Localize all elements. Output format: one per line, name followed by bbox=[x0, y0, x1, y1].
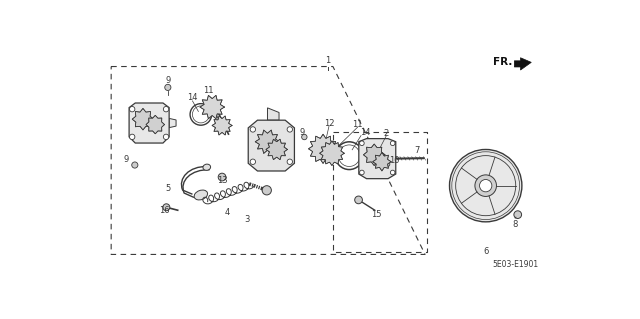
Text: 8: 8 bbox=[513, 220, 518, 229]
Polygon shape bbox=[268, 108, 279, 120]
Text: 5: 5 bbox=[165, 184, 170, 193]
Text: 14: 14 bbox=[360, 128, 370, 137]
Text: 15: 15 bbox=[371, 210, 381, 219]
Text: 14: 14 bbox=[188, 93, 198, 102]
Circle shape bbox=[514, 211, 522, 219]
Polygon shape bbox=[200, 95, 225, 119]
Polygon shape bbox=[372, 152, 391, 171]
Polygon shape bbox=[319, 141, 344, 166]
Ellipse shape bbox=[194, 190, 207, 200]
Text: 7: 7 bbox=[414, 145, 419, 154]
Circle shape bbox=[163, 107, 169, 112]
Circle shape bbox=[250, 159, 255, 165]
Polygon shape bbox=[255, 130, 280, 153]
Text: 11: 11 bbox=[204, 86, 214, 95]
Circle shape bbox=[360, 170, 364, 175]
Text: 9: 9 bbox=[124, 155, 129, 164]
Circle shape bbox=[262, 186, 271, 195]
Circle shape bbox=[287, 159, 292, 165]
Polygon shape bbox=[146, 115, 164, 134]
Circle shape bbox=[129, 134, 135, 140]
Text: 3: 3 bbox=[244, 215, 250, 224]
Text: 6: 6 bbox=[483, 248, 488, 256]
Text: 2: 2 bbox=[383, 129, 388, 138]
Circle shape bbox=[328, 149, 336, 157]
Polygon shape bbox=[364, 144, 385, 166]
Circle shape bbox=[390, 170, 395, 175]
Circle shape bbox=[319, 144, 328, 153]
Polygon shape bbox=[359, 139, 396, 179]
Circle shape bbox=[390, 141, 395, 145]
Text: 16: 16 bbox=[159, 206, 170, 215]
Circle shape bbox=[479, 180, 492, 192]
Polygon shape bbox=[308, 134, 338, 163]
Text: 12: 12 bbox=[324, 119, 334, 128]
Ellipse shape bbox=[203, 164, 211, 170]
Polygon shape bbox=[169, 118, 176, 128]
Polygon shape bbox=[266, 139, 287, 160]
Circle shape bbox=[132, 162, 138, 168]
Polygon shape bbox=[515, 58, 531, 70]
Text: 4: 4 bbox=[225, 208, 230, 217]
Circle shape bbox=[355, 196, 362, 204]
Text: 5E03-E1901: 5E03-E1901 bbox=[492, 260, 538, 269]
Circle shape bbox=[218, 173, 226, 181]
Circle shape bbox=[385, 161, 390, 167]
Text: 1: 1 bbox=[325, 56, 331, 65]
Circle shape bbox=[360, 141, 364, 145]
Circle shape bbox=[287, 127, 292, 132]
Circle shape bbox=[129, 107, 135, 112]
Circle shape bbox=[163, 204, 170, 211]
Circle shape bbox=[449, 150, 522, 222]
Polygon shape bbox=[132, 108, 154, 130]
Polygon shape bbox=[248, 120, 294, 171]
Text: 9: 9 bbox=[300, 128, 305, 137]
Text: FR.: FR. bbox=[493, 57, 513, 67]
Circle shape bbox=[163, 134, 169, 140]
Text: 13: 13 bbox=[217, 176, 227, 185]
Text: 9: 9 bbox=[165, 76, 170, 85]
Circle shape bbox=[475, 175, 497, 197]
Circle shape bbox=[301, 134, 307, 140]
Circle shape bbox=[164, 84, 171, 91]
Text: 11: 11 bbox=[352, 120, 363, 129]
Circle shape bbox=[250, 127, 255, 132]
Polygon shape bbox=[129, 103, 169, 143]
Text: 10: 10 bbox=[389, 156, 400, 165]
Polygon shape bbox=[212, 116, 232, 135]
